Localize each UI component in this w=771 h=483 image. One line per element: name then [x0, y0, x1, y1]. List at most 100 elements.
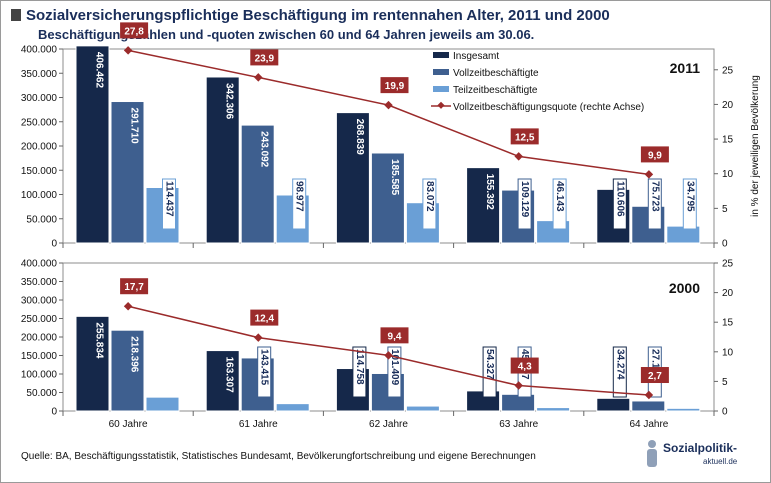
legend: Insgesamt Vollzeitbeschäftigte Teilzeitbes…: [431, 51, 644, 113]
data-label-group: 110.606: [612, 178, 627, 230]
y2-tick-label: 25: [722, 259, 734, 270]
quote-label-box: [120, 278, 149, 295]
y2-tick-label: 20: [722, 288, 734, 299]
quote-label-box: [640, 146, 669, 163]
y-tick-label: 150.000: [21, 351, 58, 362]
y2-tick-label: 15: [722, 318, 734, 329]
quote-marker: [384, 100, 393, 110]
data-label-box: [162, 178, 176, 230]
y-tick-label: 200.000: [21, 142, 58, 153]
data-label-group: 268.839: [354, 119, 365, 156]
quote-marker: [123, 301, 133, 311]
x-tick-label: 64 Jahre: [629, 419, 668, 430]
data-label-box: [422, 178, 437, 230]
data-label-group: 291.710: [129, 108, 140, 145]
data-label-group: 185.585: [389, 159, 400, 196]
data-label: 75.723: [649, 181, 660, 212]
panel-year-label: 2000: [669, 280, 700, 296]
logo-subtext: aktuell.de: [703, 457, 738, 466]
data-label-group: 114.437: [162, 178, 176, 230]
bar-insgesamt: [596, 397, 631, 412]
quote-label: 19,9: [385, 81, 405, 92]
data-label: 268.839: [354, 119, 365, 156]
data-label-group: 155.392: [484, 174, 495, 211]
quote-label-box: [120, 22, 149, 39]
bar-teilzeitbesc: [536, 407, 571, 412]
data-label-group: 342.306: [224, 83, 235, 120]
y2-tick-label: 20: [722, 100, 734, 111]
y-tick-label: 100.000: [21, 370, 58, 381]
quote-marker: [123, 46, 133, 55]
data-label-group: 46.143: [552, 178, 567, 230]
data-label-box: [387, 346, 402, 398]
data-label: 110.606: [614, 181, 625, 217]
quote-label: 4,3: [518, 362, 532, 373]
title-square-icon: [11, 9, 21, 21]
y-tick-label: 150.000: [21, 166, 58, 177]
quote-label-box: [250, 309, 279, 326]
y2-tick-label: 0: [722, 407, 728, 418]
data-label: 291.710: [129, 108, 140, 145]
bar-vollzeitbesc: [631, 400, 666, 412]
data-label: 163.307: [224, 357, 235, 394]
x-tick-label: 63 Jahre: [499, 419, 538, 430]
x-tick-label: 62 Jahre: [369, 419, 408, 430]
data-label: 27.114: [649, 349, 660, 379]
y-tick-label: 250.000: [21, 117, 58, 128]
y-tick-label: 300.000: [21, 296, 58, 307]
data-label: 83.072: [424, 181, 435, 212]
data-label: 46.143: [554, 181, 565, 212]
quote-label-box: [380, 77, 409, 94]
y2-tick-label: 25: [722, 65, 734, 76]
data-label: 114.437: [164, 181, 175, 217]
data-label: 101.409: [389, 349, 400, 386]
data-label: 109.129: [519, 181, 530, 218]
legend-marker: [437, 101, 445, 109]
data-label: 342.306: [224, 83, 235, 120]
data-label: 114.758: [354, 349, 365, 385]
data-label: 185.585: [389, 159, 400, 196]
data-label-group: 163.307: [224, 357, 235, 394]
bar-vollzeitbesc: [240, 124, 275, 244]
y2-tick-label: 10: [722, 347, 734, 358]
data-label: 218.396: [129, 336, 140, 373]
y-tick-label: 300.000: [21, 93, 58, 104]
data-label: 34.795: [684, 181, 695, 212]
data-label: 255.834: [94, 322, 105, 359]
data-label: 34.274: [614, 349, 625, 380]
data-label-group: 101.409: [387, 346, 402, 398]
data-label-box: [682, 178, 697, 230]
data-label-box: [647, 178, 662, 230]
bar-teilzeitbesc: [275, 403, 310, 412]
quote-label: 17,7: [124, 282, 144, 293]
bar-teilzeitbesc: [666, 407, 701, 412]
legend-swatch: [433, 86, 449, 92]
legend-label: Vollzeitbeschäftigungsquote (rechte Achs…: [453, 102, 644, 113]
y2-tick-label: 15: [722, 135, 734, 146]
y-tick-label: 50.000: [26, 214, 57, 225]
data-label-box: [517, 178, 532, 230]
bar-insgesamt: [466, 167, 501, 244]
data-label-group: 54.327: [482, 346, 497, 398]
data-label: 54.327: [484, 349, 495, 380]
y2-tick-label: 10: [722, 169, 734, 180]
title-text: Sozialversicherungspflichtige Beschäftig…: [26, 7, 610, 24]
y-tick-label: 50.000: [26, 388, 57, 399]
bar-vollzeitbesc: [110, 101, 145, 244]
data-label-group: 34.274: [612, 346, 627, 398]
data-label-group: 143.415: [257, 346, 272, 398]
bar-insgesamt: [205, 350, 240, 412]
chart-svg: 0 50.000 100.000 150.000 200.000 250.000 300.0…: [21, 22, 761, 430]
legend-swatch: [433, 52, 449, 58]
quote-label: 9,4: [388, 331, 402, 342]
y2-axis-label-group: in % der jeweiligen Bevölkerung: [750, 75, 761, 217]
data-label: 243.092: [259, 131, 270, 168]
y-tick-label: 400.000: [21, 259, 58, 270]
data-label: 98.977: [294, 181, 305, 212]
quote-label: 23,9: [255, 53, 275, 64]
legend-label: Vollzeitbeschäftigte: [453, 68, 539, 79]
quote-label: 27,8: [124, 26, 144, 37]
y-tick-label: 350.000: [21, 69, 58, 80]
data-label-group: 98.977: [292, 178, 307, 230]
